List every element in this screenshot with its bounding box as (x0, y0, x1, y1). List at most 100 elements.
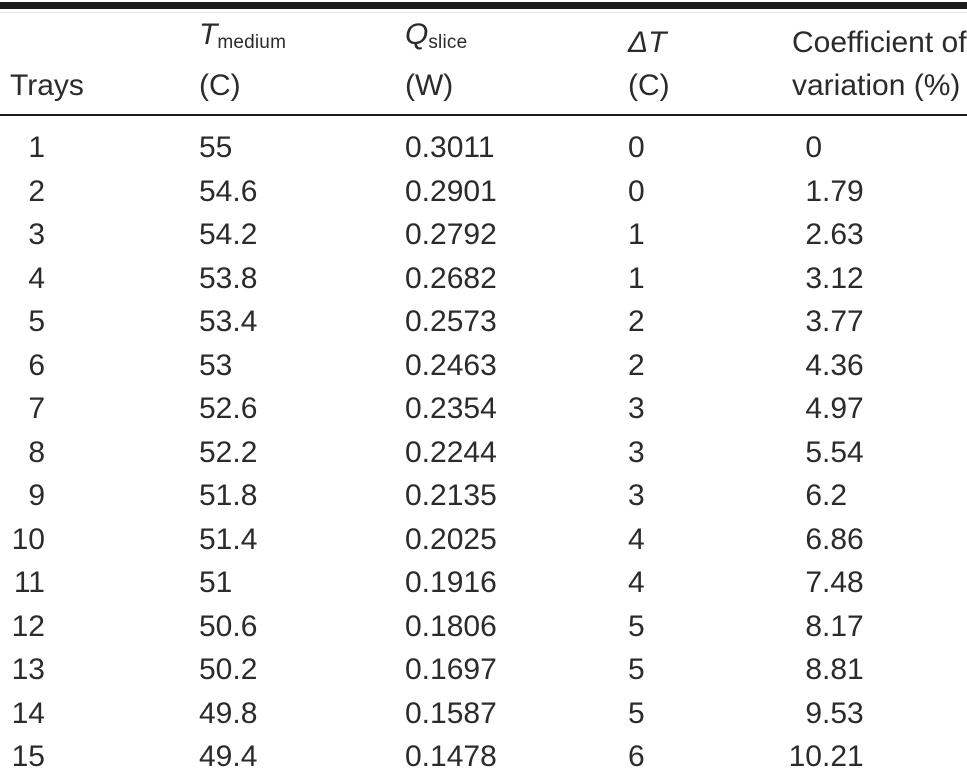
cell-t-medium: 53.8 (199, 261, 258, 295)
cell-q-slice: 0.2792 (405, 218, 497, 251)
header-unit-q-slice: (W) (405, 69, 454, 102)
cell-q-slice: 0.2682 (405, 261, 497, 295)
cell-delta-t: 5 (628, 696, 645, 730)
table-row: 6 53 0.2463 2 4.36 (0, 344, 967, 388)
cell-q-slice: 0.1587 (405, 696, 497, 730)
table-row: 3 54.2 0.2792 1 2.63 (0, 213, 967, 257)
cell-cv: 3.12 (805, 261, 864, 295)
cell-trays: 1 (28, 131, 45, 164)
cell-trays: 8 (28, 435, 45, 469)
header-label-trays: Trays (10, 69, 84, 102)
cell-trays: 3 (28, 218, 45, 251)
cell-cv: 3.77 (805, 305, 864, 338)
header-unit-delta-t: (C) (628, 69, 670, 102)
data-table: Trays Tmedium (C) Qslice (W) ΔT (C) Coef… (0, 13, 967, 783)
cell-t-medium: 54.6 (199, 174, 258, 208)
table-row: 2 54.6 0.2901 0 1.79 (0, 170, 967, 214)
cell-delta-t: 0 (628, 174, 645, 208)
cell-q-slice: 0.3011 (405, 131, 495, 164)
cell-q-slice: 0.1478 (405, 735, 628, 783)
header-cv-line2: variation (%) (792, 69, 961, 102)
cell-cv: 4.36 (805, 348, 864, 382)
cell-trays: 11 (13, 566, 45, 599)
cell-delta-t: 0 (628, 131, 645, 164)
cell-t-medium: 51 (199, 566, 233, 599)
cell-trays: 4 (28, 261, 45, 295)
cell-t-medium: 49.4 (199, 735, 405, 783)
header-symbol-delta-t: ΔT (628, 26, 667, 59)
cell-q-slice: 0.2244 (405, 435, 497, 469)
column-header-t-medium: Tmedium (C) (199, 13, 405, 116)
cell-delta-t: 2 (628, 305, 645, 338)
cell-trays: 13 (11, 653, 45, 686)
cell-q-slice: 0.2354 (405, 392, 497, 425)
cell-t-medium: 53.4 (199, 305, 258, 338)
cell-q-slice: 0.2463 (405, 348, 497, 382)
cell-q-slice: 0.2135 (405, 479, 497, 512)
table-row: 4 53.8 0.2682 1 3.12 (0, 257, 967, 301)
header-cv-line1: Coefficient of (792, 26, 967, 59)
cell-delta-t: 4 (628, 566, 645, 599)
cell-delta-t: 3 (628, 435, 645, 469)
cell-delta-t: 1 (628, 261, 645, 295)
cell-cv: 0 (805, 131, 822, 164)
cell-t-medium: 50.6 (199, 609, 258, 643)
cell-trays: 14 (11, 696, 45, 730)
cell-delta-t: 6 (628, 735, 788, 783)
cell-cv: 4.97 (805, 392, 864, 425)
table-row: 13 50.2 0.1697 5 8.81 (0, 648, 967, 692)
table-row: 10 51.4 0.2025 4 6.86 (0, 518, 967, 562)
column-header-delta-t: ΔT (C) (628, 13, 788, 116)
cell-q-slice: 0.1697 (405, 653, 497, 686)
table-header: Trays Tmedium (C) Qslice (W) ΔT (C) Coef… (0, 13, 967, 116)
table-row: 15 49.4 0.1478 6 10.21 (0, 735, 967, 783)
cell-q-slice: 0.1916 (405, 566, 497, 599)
cell-q-slice: 0.2901 (405, 174, 497, 208)
column-header-trays: Trays (0, 13, 199, 116)
header-symbol-t-medium: Tmedium (199, 18, 287, 53)
cell-trays: 15 (0, 735, 199, 783)
cell-cv: 10.21 (788, 735, 967, 783)
cell-delta-t: 2 (628, 348, 645, 382)
cell-delta-t: 3 (628, 479, 645, 512)
cell-trays: 10 (11, 522, 45, 556)
cell-cv: 7.48 (805, 566, 864, 599)
table-top-rule-shadow (0, 12, 967, 13)
cell-cv: 8.81 (805, 653, 864, 686)
header-unit-t-medium: (C) (199, 69, 241, 102)
cell-q-slice: 0.2573 (405, 305, 497, 338)
cell-cv: 6.2 (805, 479, 848, 512)
cell-trays: 9 (28, 479, 45, 512)
cell-delta-t: 3 (628, 392, 645, 425)
cell-delta-t: 5 (628, 653, 645, 686)
cell-trays: 12 (11, 609, 45, 643)
cell-cv: 1.79 (805, 174, 864, 208)
cell-cv: 5.54 (805, 435, 864, 469)
table-body: 1 55 0.3011 0 0 2 54.6 0.2901 0 1.79 3 54.2 0.2792 1 2… (0, 115, 967, 783)
table-row: 11 51 0.1916 4 7.48 (0, 561, 967, 605)
cell-t-medium: 49.8 (199, 696, 258, 730)
header-row: Trays Tmedium (C) Qslice (W) ΔT (C) Coef… (0, 13, 967, 116)
cell-cv: 9.53 (805, 696, 864, 730)
cell-delta-t: 5 (628, 609, 645, 643)
table-row: 1 55 0.3011 0 0 (0, 115, 967, 170)
cell-t-medium: 52.2 (199, 435, 258, 469)
cell-t-medium: 55 (199, 131, 233, 164)
cell-t-medium: 52.6 (199, 392, 258, 425)
cell-cv: 8.17 (805, 609, 864, 643)
cell-trays: 2 (28, 174, 45, 208)
cell-t-medium: 51.4 (199, 522, 258, 556)
cell-cv: 6.86 (805, 522, 864, 556)
table-row: 14 49.8 0.1587 5 9.53 (0, 692, 967, 736)
table-row: 9 51.8 0.2135 3 6.2 (0, 474, 967, 518)
cell-trays: 7 (28, 392, 45, 425)
table-row: 7 52.6 0.2354 3 4.97 (0, 387, 967, 431)
table-row: 8 52.2 0.2244 3 5.54 (0, 431, 967, 475)
cell-t-medium: 54.2 (199, 218, 258, 251)
cell-t-medium: 53 (199, 348, 233, 382)
cell-trays: 5 (28, 305, 45, 338)
cell-delta-t: 1 (628, 218, 645, 251)
header-symbol-q-slice: Qslice (405, 18, 468, 53)
column-header-coefficient-of-variation: Coefficient of variation (%) (788, 13, 967, 116)
